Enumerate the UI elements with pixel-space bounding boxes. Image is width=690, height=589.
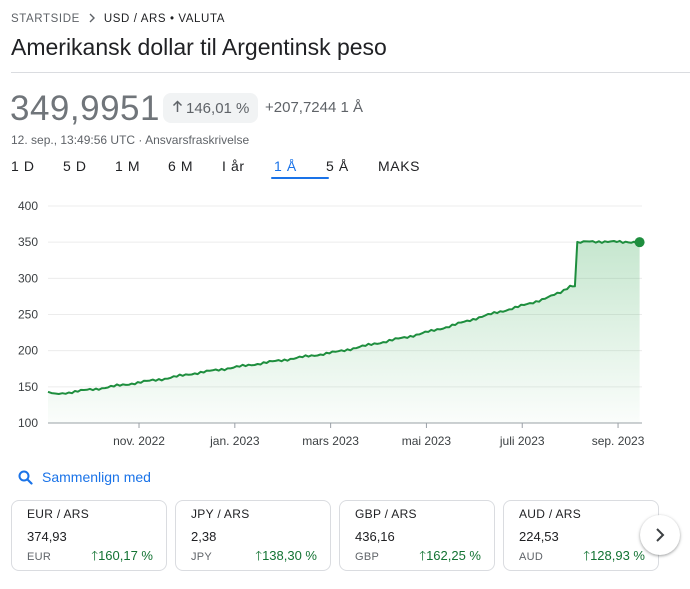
y-tick-label: 250 <box>18 308 38 322</box>
absolute-change: +207,7244 1 Å <box>265 99 364 116</box>
x-tick-label: mars 2023 <box>302 434 359 448</box>
y-tick-label: 150 <box>18 380 38 394</box>
tab-ytd[interactable]: I år <box>222 158 245 174</box>
x-tick-label: nov. 2022 <box>113 434 165 448</box>
card-change: 🡑128,93 % <box>583 547 645 569</box>
timestamp-line: 12. sep., 13:49:56 UTC · Ansvarsfraskriv… <box>11 133 249 147</box>
y-tick-label: 400 <box>18 199 38 213</box>
title-divider <box>11 72 690 73</box>
card-rate: 374,93 <box>27 529 67 544</box>
arrow-up-icon: 🡑 <box>255 548 263 563</box>
card-rate: 436,16 <box>355 529 395 544</box>
card-rate: 224,53 <box>519 529 559 544</box>
percent-change-badge: 146,01 % <box>163 93 259 123</box>
chart-area <box>48 240 640 423</box>
range-tabs: 1 D 5 D 1 M 6 M I år 1 Å 5 Å MAKS <box>11 156 428 182</box>
x-tick-label: jan. 2023 <box>209 434 260 448</box>
percent-change-value: 146,01 % <box>186 99 250 117</box>
x-axis: nov. 2022 jan. 2023 mars 2023 mai 2023 juli … <box>113 423 645 448</box>
tab-5d[interactable]: 5 D <box>63 158 87 174</box>
card-change-value: 160,17 % <box>98 548 153 563</box>
series-line <box>47 239 640 395</box>
breadcrumb: STARTSIDE USD / ARS • VALUTA <box>11 12 225 26</box>
search-icon <box>18 470 33 485</box>
tab-5y[interactable]: 5 Å <box>326 158 349 174</box>
x-tick-label: sep. 2023 <box>592 434 645 448</box>
card-code: EUR <box>27 551 52 563</box>
arrow-up-icon: 🡑 <box>419 548 427 563</box>
card-code: GBP <box>355 551 380 563</box>
currency-card-aud[interactable]: AUD / ARS 224,53 AUD 🡑128,93 % <box>503 500 659 571</box>
card-change-value: 162,25 % <box>426 548 481 563</box>
compare-button[interactable]: Sammenlign med <box>18 469 151 485</box>
card-code: JPY <box>191 551 213 563</box>
y-tick-label: 200 <box>18 344 38 358</box>
timestamp: 12. sep., 13:49:56 UTC <box>11 133 136 147</box>
currency-card-jpy[interactable]: JPY / ARS 2,38 JPY 🡑138,30 % <box>175 500 331 571</box>
chevron-right-icon <box>88 12 96 26</box>
card-pair: JPY / ARS <box>191 507 250 521</box>
price-chart[interactable]: 100 150 200 250 300 350 400 nov. 2022 jan. 2023… <box>0 192 690 458</box>
tab-1y[interactable]: 1 Å <box>271 156 329 182</box>
card-pair: AUD / ARS <box>519 507 582 521</box>
card-change: 🡑162,25 % <box>419 547 481 569</box>
arrow-up-icon: 🡑 <box>91 548 99 563</box>
tab-max[interactable]: MAKS <box>378 158 421 174</box>
card-pair: EUR / ARS <box>27 507 90 521</box>
y-tick-label: 100 <box>18 416 38 430</box>
tab-1m[interactable]: 1 M <box>115 158 141 174</box>
timestamp-separator: · <box>135 133 146 147</box>
x-tick-label: juli 2023 <box>499 434 545 448</box>
next-cards-button[interactable] <box>640 515 680 555</box>
chevron-right-icon <box>656 528 665 542</box>
currency-card-gbp[interactable]: GBP / ARS 436,16 GBP 🡑162,25 % <box>339 500 495 571</box>
card-change-value: 128,93 % <box>590 548 645 563</box>
card-change-value: 138,30 % <box>262 548 317 563</box>
tab-1d[interactable]: 1 D <box>11 158 35 174</box>
x-tick-label: mai 2023 <box>402 434 452 448</box>
y-axis: 100 150 200 250 300 350 400 <box>18 199 38 430</box>
compare-label: Sammenlign med <box>42 469 151 485</box>
tab-6m[interactable]: 6 M <box>168 158 194 174</box>
card-pair: GBP / ARS <box>355 507 417 521</box>
current-price: 349,9951 <box>10 89 160 128</box>
disclaimer-link[interactable]: Ansvarsfraskrivelse <box>145 133 250 147</box>
card-change: 🡑138,30 % <box>255 547 317 569</box>
arrow-up-icon <box>172 99 183 117</box>
card-change: 🡑160,17 % <box>91 547 153 569</box>
breadcrumb-home-link[interactable]: STARTSIDE <box>11 13 80 25</box>
page-title: Amerikansk dollar til Argentinsk peso <box>11 34 387 60</box>
card-code: AUD <box>519 551 544 563</box>
card-rate: 2,38 <box>191 529 217 544</box>
arrow-up-icon: 🡑 <box>583 548 591 563</box>
breadcrumb-current: USD / ARS • VALUTA <box>103 13 225 25</box>
y-tick-label: 300 <box>18 271 38 285</box>
y-tick-label: 350 <box>18 235 38 249</box>
currency-card-eur[interactable]: EUR / ARS 374,93 EUR 🡑160,17 % <box>11 500 167 571</box>
last-price-point <box>634 237 645 248</box>
